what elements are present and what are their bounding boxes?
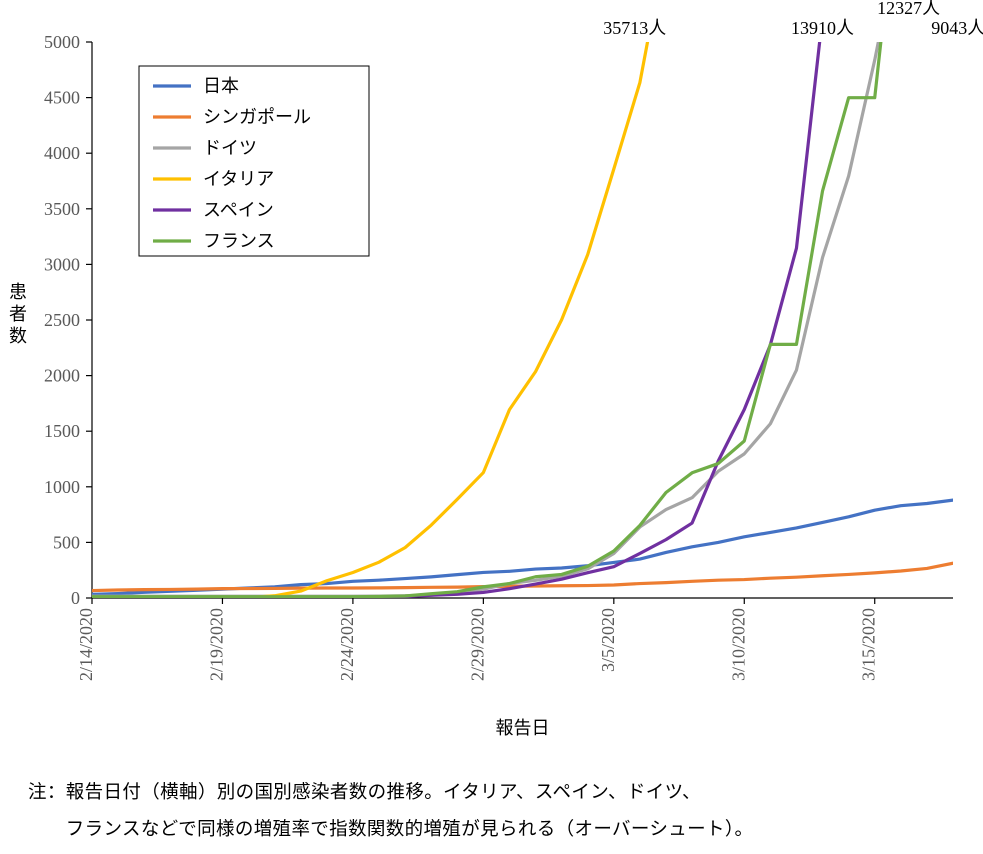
page-root: 0 500 1000 1500 2000 2500 3000 3500 4000 4500 5000… — [0, 0, 983, 854]
svg-text:4500: 4500 — [44, 88, 80, 108]
overshoot-annotation: 9043人 — [931, 18, 983, 38]
svg-text:3500: 3500 — [44, 199, 80, 219]
svg-text:患: 患 — [9, 282, 27, 302]
legend-box — [139, 66, 369, 256]
svg-text:2500: 2500 — [44, 310, 80, 330]
legend-label: イタリア — [203, 169, 274, 189]
footnote-line-1: 注：報告日付（横軸）別の国別感染者数の推移。イタリア、スペイン、ドイツ、 — [28, 783, 701, 803]
svg-text:2000: 2000 — [44, 366, 80, 386]
chart-container: 0 500 1000 1500 2000 2500 3000 3500 4000 4500 5000… — [0, 0, 983, 760]
svg-text:2/24/2020: 2/24/2020 — [337, 608, 357, 681]
svg-text:数: 数 — [9, 326, 27, 346]
legend-label: フランス — [203, 231, 275, 251]
svg-text:4000: 4000 — [44, 143, 80, 163]
svg-text:者: 者 — [9, 304, 27, 324]
svg-text:0: 0 — [71, 588, 80, 608]
overshoot-annotation: 35713人 — [603, 18, 666, 38]
svg-text:3/10/2020: 3/10/2020 — [728, 608, 748, 681]
svg-text:5000: 5000 — [44, 32, 80, 52]
footnote-line-2: フランスなどで同様の増殖率で指数関数的増殖が見られる（オーバーシュート）。 — [28, 820, 753, 840]
overshoot-annotation: 13910人 — [791, 18, 854, 38]
svg-text:500: 500 — [53, 532, 80, 552]
legend-label: スペイン — [203, 200, 274, 220]
svg-text:2/19/2020: 2/19/2020 — [206, 608, 226, 681]
svg-text:3/15/2020: 3/15/2020 — [859, 608, 879, 681]
legend-label: シンガポール — [203, 107, 311, 127]
svg-text:3/5/2020: 3/5/2020 — [598, 608, 618, 672]
svg-text:1500: 1500 — [44, 421, 80, 441]
legend-label: ドイツ — [203, 138, 257, 158]
overshoot-annotation: 12327人 — [877, 0, 940, 18]
svg-text:報告日: 報告日 — [496, 718, 550, 738]
footnote: 注：報告日付（横軸）別の国別感染者数の推移。イタリア、スペイン、ドイツ、 フラン… — [28, 775, 958, 849]
svg-text:1000: 1000 — [44, 477, 80, 497]
svg-text:2/14/2020: 2/14/2020 — [76, 608, 96, 681]
svg-text:2/29/2020: 2/29/2020 — [467, 608, 487, 681]
svg-text:3000: 3000 — [44, 254, 80, 274]
legend-label: 日本 — [203, 76, 239, 96]
line-chart: 0 500 1000 1500 2000 2500 3000 3500 4000 4500 5000… — [0, 0, 983, 760]
